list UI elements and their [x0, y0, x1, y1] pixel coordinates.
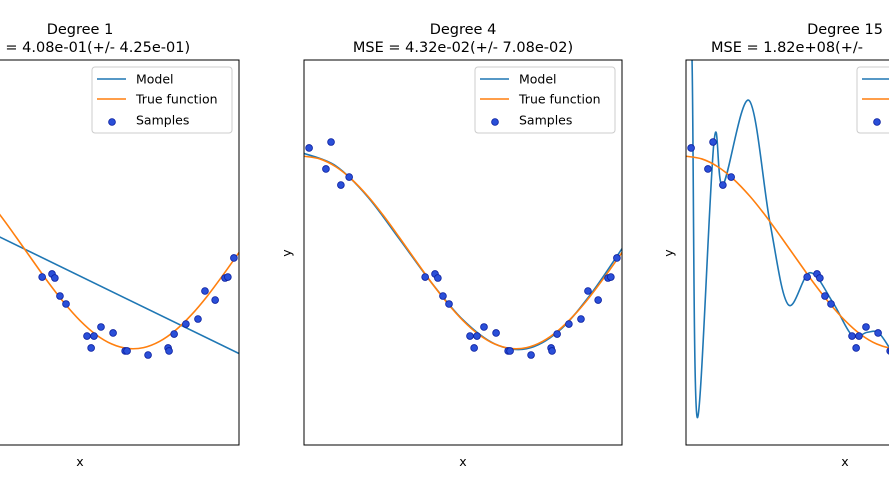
- y-axis-label: y: [661, 249, 676, 257]
- sample-point: [170, 330, 178, 338]
- sample-point: [553, 330, 561, 338]
- sample-point: [201, 287, 209, 295]
- legend-model-label: Model: [136, 72, 174, 87]
- true-function-line: [686, 155, 889, 349]
- sample-point: [827, 300, 835, 308]
- sample-point: [62, 300, 70, 308]
- true-function-line: [0, 213, 239, 350]
- sample-point: [445, 300, 453, 308]
- y-axis-label: y: [279, 249, 294, 257]
- axes-frame: [0, 59, 240, 446]
- sample-point: [565, 320, 573, 328]
- sample-point: [727, 173, 735, 181]
- sample-point: [38, 273, 46, 281]
- sample-point: [123, 347, 131, 355]
- x-axis-label: x: [459, 454, 466, 469]
- subplot-title: Degree 1: [47, 22, 114, 38]
- plot-area: [0, 213, 239, 359]
- sample-point: [421, 273, 429, 281]
- sample-point: [109, 329, 117, 337]
- sample-point: [439, 292, 447, 300]
- subplot-subtitle: MSE = 4.32e-02(+/- 7.08e-02): [353, 40, 573, 56]
- sample-point: [719, 181, 727, 189]
- sample-point: [687, 144, 695, 152]
- sample-point: [704, 165, 712, 173]
- true-function-line: [304, 155, 622, 350]
- sample-point: [594, 296, 602, 304]
- sample-point: [584, 287, 592, 295]
- sample-point: [305, 144, 313, 152]
- sample-point: [527, 351, 535, 359]
- sample-point: [230, 254, 238, 262]
- sample-point: [87, 344, 95, 352]
- model-line: [0, 236, 239, 355]
- legend-samples-label: Samples: [519, 113, 572, 128]
- legend-box: [474, 66, 616, 134]
- legend-model-label: Model: [519, 72, 557, 87]
- sample-point: [470, 344, 478, 352]
- sample-point: [473, 332, 481, 340]
- subplot-2: Degree 4 MSE = 4.32e-02(+/- 7.08e-02) x y Mo…: [279, 22, 623, 469]
- sample-point: [194, 315, 202, 323]
- sample-point: [821, 292, 829, 300]
- legend-samples-marker: [491, 118, 499, 126]
- sample-point: [492, 329, 500, 337]
- sample-point: [466, 332, 474, 340]
- sample-point: [480, 323, 488, 331]
- sample-point: [803, 273, 811, 281]
- legend-box: [856, 66, 889, 134]
- axes-frame: [303, 59, 623, 446]
- subplot-title: Degree 15: [807, 22, 883, 38]
- legend: Model True function Samples: [91, 66, 233, 134]
- axes-frame: [685, 59, 889, 446]
- sample-point: [211, 296, 219, 304]
- sample-point: [874, 329, 882, 337]
- sample-point: [577, 315, 585, 323]
- sample-point: [613, 254, 621, 262]
- sample-point: [848, 332, 856, 340]
- sample-point: [97, 323, 105, 331]
- sample-point: [607, 273, 615, 281]
- sample-point: [816, 274, 824, 282]
- plot-area: [686, 60, 889, 418]
- sample-point: [182, 320, 190, 328]
- legend-true-function-label: True function: [518, 92, 601, 107]
- sample-point: [337, 181, 345, 189]
- sample-point: [83, 332, 91, 340]
- sample-point: [506, 347, 514, 355]
- sample-point: [345, 173, 353, 181]
- sample-point: [852, 344, 860, 352]
- sample-point: [51, 274, 59, 282]
- sample-point: [862, 323, 870, 331]
- sample-point: [322, 165, 330, 173]
- legend-samples-label: Samples: [136, 113, 189, 128]
- sample-point: [434, 274, 442, 282]
- sample-point: [224, 273, 232, 281]
- sample-point: [90, 332, 98, 340]
- sample-point: [165, 347, 173, 355]
- x-axis-label: x: [841, 454, 848, 469]
- sample-point: [327, 138, 335, 146]
- x-axis-label: x: [76, 454, 83, 469]
- sample-point: [709, 138, 717, 146]
- subplot-subtitle: MSE = 1.82e+08(+/-: [711, 40, 863, 56]
- subplot-1: Degree 1MSE = 4.08e-01(+/- 4.25e-01)xyMo…: [0, 22, 240, 469]
- sample-point: [548, 347, 556, 355]
- legend-true-function-label: True function: [135, 92, 218, 107]
- legend-box: [91, 66, 233, 134]
- sample-point: [56, 292, 64, 300]
- sample-point: [144, 351, 152, 359]
- legend-samples-marker: [108, 118, 116, 126]
- model-line: [691, 60, 889, 418]
- subplot-subtitle: MSE = 4.08e-01(+/- 4.25e-01): [0, 40, 190, 56]
- legend: Model True function Samples: [474, 66, 616, 134]
- plot-area: [304, 138, 622, 359]
- sample-point: [855, 332, 863, 340]
- legend-samples-marker: [873, 118, 881, 126]
- sample-point: [886, 347, 889, 355]
- subplot-title: Degree 4: [430, 22, 497, 38]
